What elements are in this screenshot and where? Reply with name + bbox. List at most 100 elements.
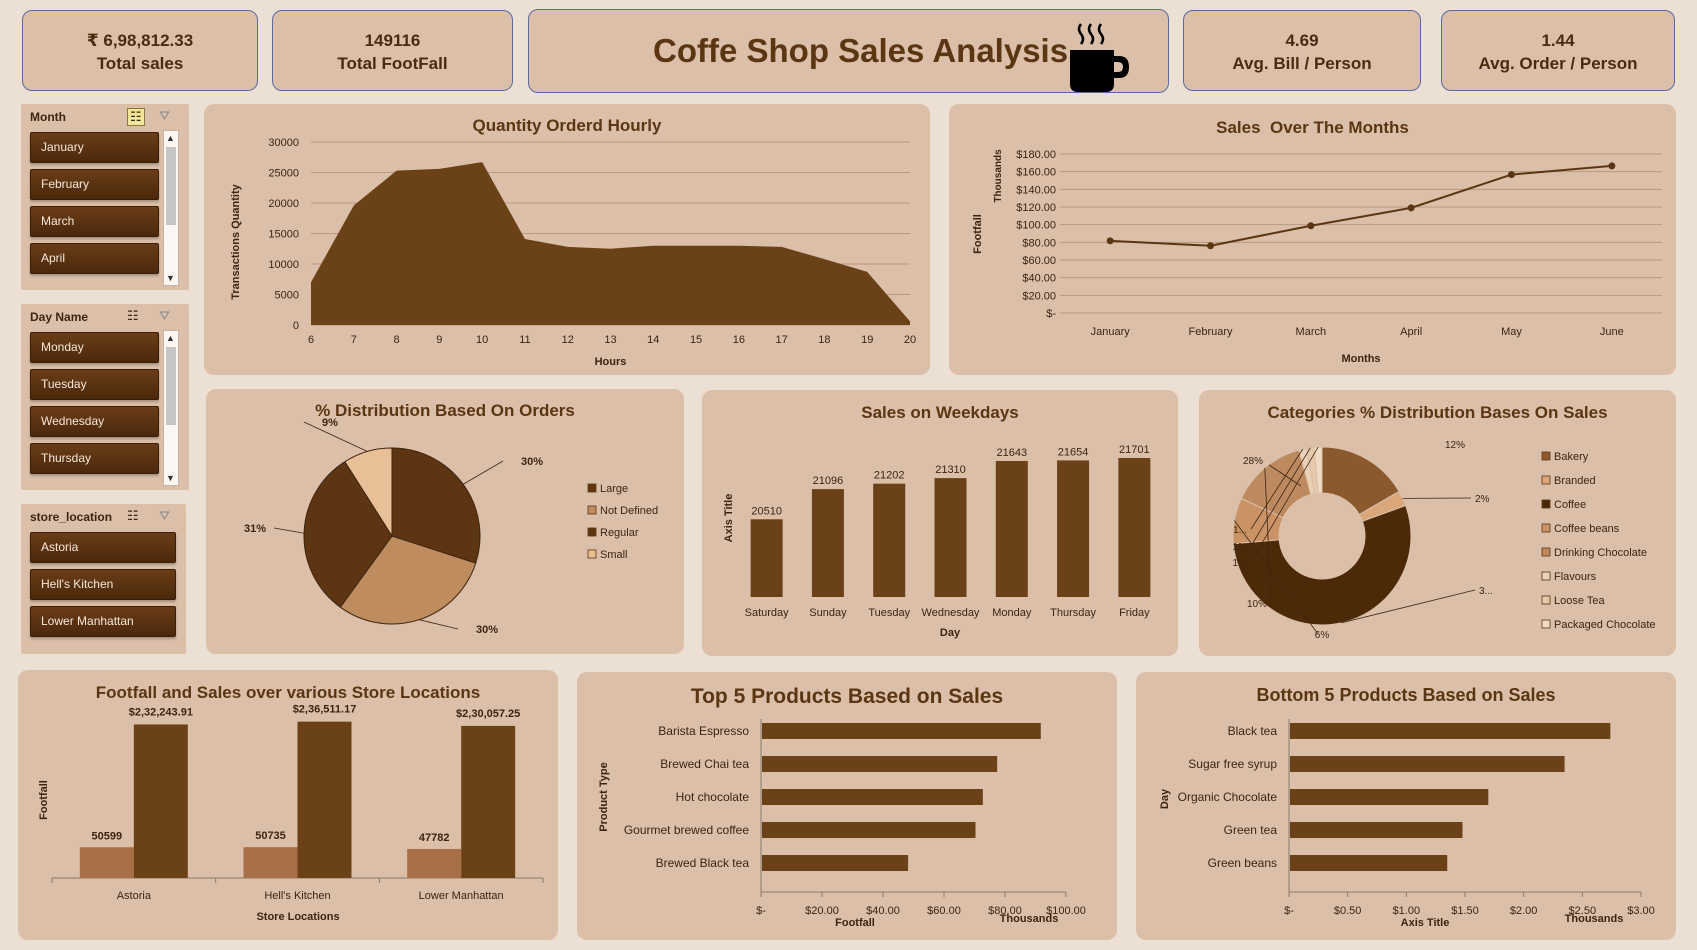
x-tick-label: $1.50	[1451, 905, 1479, 917]
x-tick-label: Lower Manhattan	[419, 890, 504, 902]
x-tick-label: 14	[647, 334, 659, 346]
slicer-item-april[interactable]: April	[30, 243, 159, 274]
bar-gourmet-brewed-coffee	[762, 822, 976, 838]
slicer-item-lower-manhattan[interactable]: Lower Manhattan	[30, 606, 176, 637]
legend-swatch-packaged-chocolate	[1541, 619, 1551, 629]
x-tick-label: 19	[861, 334, 873, 346]
y-tick-label: Barista Espresso	[658, 724, 749, 738]
data-point-january	[1106, 237, 1114, 245]
kpi-avg-bill: 4.69 Avg. Bill / Person	[1183, 10, 1421, 91]
bar-wednesday	[934, 478, 967, 597]
dashboard-title-box: Coffe Shop Sales Analysis	[528, 9, 1169, 93]
multi-select-icon[interactable]: ☷	[127, 308, 139, 323]
multi-select-icon[interactable]: ☷	[127, 508, 139, 523]
leader-line	[462, 460, 504, 485]
y-tick-label: Green beans	[1208, 856, 1277, 870]
leader-line	[1250, 448, 1304, 530]
leader-line	[1234, 520, 1319, 635]
clear-filter-icon[interactable]: ⛛	[159, 108, 170, 123]
x-tick-label: June	[1600, 326, 1624, 338]
slicer-item-january[interactable]: January	[30, 132, 159, 163]
clear-filter-icon[interactable]: ⛛	[159, 508, 170, 523]
y-tick-label: $180.00	[1016, 149, 1056, 161]
x-tick-label: March	[1296, 326, 1327, 338]
x-axis-title: Hours	[595, 356, 627, 368]
slicer-item-february[interactable]: February	[30, 169, 159, 200]
y-tick-label: $-	[1046, 308, 1056, 320]
orders-pie-chart: 30% 30% 31% 9% Large Not Defined Regular Small	[244, 417, 658, 636]
donut-label-coffee-beans: 6%	[1315, 630, 1330, 641]
pie-label-not-defined: 30%	[476, 624, 498, 636]
x-tick-label: 17	[776, 334, 788, 346]
donut-label-branded: 2%	[1475, 494, 1490, 505]
clear-filter-icon[interactable]: ⛛	[159, 308, 170, 323]
y-unit-label: Thousands	[993, 149, 1004, 203]
donut-label-flavours: 1...	[1233, 525, 1247, 536]
total-sales-value: ₹ 6,98,812.33	[86, 31, 194, 50]
slicer-item-tuesday[interactable]: Tuesday	[30, 369, 159, 400]
x-tick-label: 12	[562, 334, 574, 346]
slicer-item-march[interactable]: March	[30, 206, 159, 237]
legend-swatch-regular	[587, 527, 597, 537]
scroll-down-icon[interactable]: ▼	[166, 473, 175, 483]
y-tick-label: Brewed Black tea	[656, 856, 750, 870]
slicer-item-hells-kitchen[interactable]: Hell's Kitchen	[30, 569, 176, 600]
legend-swatch-small	[587, 549, 597, 559]
y-tick-label: 20000	[268, 198, 299, 210]
y-tick-label: $20.00	[1022, 290, 1056, 302]
legend-label-coffee: Coffee	[1554, 499, 1586, 511]
y-axis-title: Footfall	[972, 214, 984, 254]
x-tick-label: $40.00	[866, 905, 900, 917]
legend-swatch-branded	[1541, 475, 1551, 485]
scroll-thumb[interactable]	[166, 347, 176, 425]
x-tick-label: 16	[733, 334, 745, 346]
bar-footfall-lower-manhattan	[407, 848, 462, 878]
bar-label-footfall: 50599	[92, 830, 123, 842]
slicer-item-astoria[interactable]: Astoria	[30, 532, 176, 563]
multi-select-icon[interactable]: ☷	[127, 108, 145, 126]
bar-footfall-astoria	[79, 847, 134, 878]
x-tick-label: $-	[1284, 905, 1294, 917]
top5-chart-panel: Top 5 Products Based on Sales $- $20.00 $4…	[577, 672, 1117, 940]
legend-label-flavours: Flavours	[1554, 571, 1597, 583]
legend-swatch-flavours	[1541, 571, 1551, 581]
leader-line	[1250, 446, 1319, 563]
footfall-value: 149116	[364, 31, 421, 50]
x-tick-label: 15	[690, 334, 702, 346]
x-tick-label: Tuesday	[868, 607, 910, 619]
slicer-item-thursday[interactable]: Thursday	[30, 443, 159, 474]
x-tick-label: May	[1501, 326, 1522, 338]
bar-brewed-chai-tea	[762, 756, 998, 772]
y-tick-label: 15000	[268, 229, 299, 241]
y-axis-title: Transactions Quantity	[230, 183, 242, 299]
legend-label-regular: Regular	[600, 527, 639, 539]
legend-label-bakery: Bakery	[1554, 451, 1589, 463]
x-tick-label: $20.00	[805, 905, 839, 917]
bar-sales-hell-s-kitchen	[297, 721, 352, 878]
scroll-thumb[interactable]	[166, 147, 176, 225]
scroll-up-icon[interactable]: ▲	[166, 333, 175, 343]
month-slicer: Month ☷ ⛛ January February March April ▲…	[21, 104, 189, 290]
bar-label-sales: $2,32,243.91	[129, 706, 193, 718]
bar-label-friday: 21701	[1119, 444, 1150, 456]
scroll-up-icon[interactable]: ▲	[166, 133, 175, 143]
avg-bill-value: 4.69	[1285, 31, 1319, 50]
day-scrollbar[interactable]: ▲ ▼	[163, 330, 179, 486]
y-tick-label: 30000	[268, 137, 299, 149]
y-tick-label: Brewed Chai tea	[660, 757, 749, 771]
location-slicer-header: store_location	[30, 510, 113, 524]
scroll-down-icon[interactable]: ▼	[166, 273, 175, 283]
categories-chart-title: Categories % Distribution Bases On Sales	[1267, 403, 1608, 422]
slicer-item-monday[interactable]: Monday	[30, 332, 159, 363]
bar-label-saturday: 20510	[751, 505, 782, 517]
pie-slice-not-defined	[339, 535, 477, 625]
y-tick-label: Green tea	[1224, 823, 1278, 837]
data-point-may	[1508, 171, 1515, 179]
bar-label-footfall: 50735	[255, 830, 286, 842]
y-tick-label: 0	[293, 320, 299, 332]
y-tick-label: 10000	[268, 259, 299, 271]
month-scrollbar[interactable]: ▲ ▼	[163, 130, 179, 286]
slicer-item-wednesday[interactable]: Wednesday	[30, 406, 159, 437]
top5-chart-title: Top 5 Products Based on Sales	[690, 685, 1004, 708]
bar-label-sales: $2,30,057.25	[456, 708, 520, 720]
